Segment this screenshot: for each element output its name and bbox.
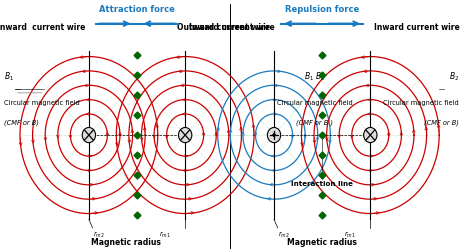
Text: $B_1$: $B_1$	[4, 70, 14, 83]
Text: $B_2$: $B_2$	[449, 70, 459, 83]
Text: Inward  current wire: Inward current wire	[0, 23, 85, 32]
Text: Circular magnetic field: Circular magnetic field	[383, 100, 459, 106]
Circle shape	[273, 133, 275, 136]
Text: Circular magnetic field: Circular magnetic field	[4, 100, 80, 106]
Circle shape	[364, 127, 377, 143]
Text: Inward current wire: Inward current wire	[374, 23, 460, 32]
Text: (CMF or B ): (CMF or B )	[296, 120, 333, 126]
Text: Repulsion force: Repulsion force	[285, 4, 359, 13]
Text: Circular magnetic field: Circular magnetic field	[277, 100, 353, 106]
Text: Outward current wire: Outward current wire	[177, 23, 270, 32]
Circle shape	[267, 127, 281, 143]
Text: $r_{m1}$: $r_{m1}$	[159, 230, 171, 240]
Text: Inward current wire: Inward current wire	[189, 23, 274, 32]
Text: Interaction line: Interaction line	[291, 182, 353, 187]
Text: Magnetic radius: Magnetic radius	[91, 238, 161, 247]
Text: $r_{m2}$: $r_{m2}$	[92, 230, 104, 240]
Text: $r_{m2}$: $r_{m2}$	[278, 230, 290, 240]
Text: Magnetic radius: Magnetic radius	[287, 238, 357, 247]
Text: (CMF or B): (CMF or B)	[4, 120, 38, 126]
Text: Attraction force: Attraction force	[99, 4, 175, 13]
Text: $r_{m1}$: $r_{m1}$	[345, 230, 356, 240]
Circle shape	[179, 127, 192, 143]
Circle shape	[82, 127, 96, 143]
Text: $B_1$ $B_2$: $B_1$ $B_2$	[304, 70, 326, 83]
Text: (CMF or B): (CMF or B)	[424, 120, 459, 126]
